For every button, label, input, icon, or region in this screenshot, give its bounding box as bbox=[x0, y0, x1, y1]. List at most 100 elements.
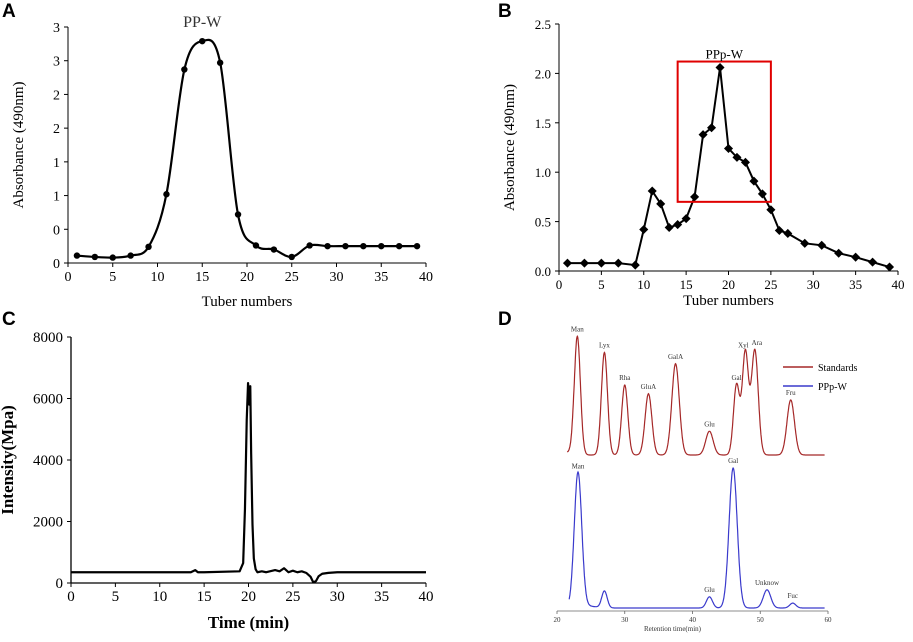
x-tick-label: 35 bbox=[374, 589, 389, 605]
x-tick-label: 30 bbox=[807, 277, 820, 292]
data-point bbox=[740, 157, 750, 167]
chart-panel-b: 0 5 10 15 20 25 30 35 40 0.0 0.5 1.0 1.5 2.0 2.5 Tuber … bbox=[502, 17, 905, 309]
data-point bbox=[413, 242, 421, 250]
y-tick-label: 1 bbox=[53, 190, 60, 205]
x-tick-label: 20 bbox=[240, 270, 254, 285]
x-tick-label: 40 bbox=[419, 589, 434, 605]
x-tick-label: 0 bbox=[556, 277, 563, 292]
peak-label: Fru bbox=[786, 389, 796, 397]
y-tick-label: 2 bbox=[53, 88, 60, 103]
peak-label: Man bbox=[572, 463, 585, 471]
x-tick-label: 10 bbox=[637, 277, 650, 292]
y-tick-label: 1.5 bbox=[535, 116, 551, 131]
peak-label: Gal bbox=[728, 457, 738, 465]
data-point bbox=[647, 186, 657, 196]
y-tick-label: 3 bbox=[53, 55, 60, 70]
y-tick-label: 1.0 bbox=[535, 165, 551, 180]
y-tick-label: 2 bbox=[53, 122, 60, 137]
x-tick-label: 40 bbox=[892, 277, 905, 292]
peak-annotation: PP-W bbox=[183, 14, 222, 31]
y-tick-label: 2.5 bbox=[535, 17, 551, 32]
data-point bbox=[613, 258, 623, 268]
y-tick-label: 2000 bbox=[33, 515, 63, 531]
data-point bbox=[884, 262, 895, 272]
y-axis-label: Absorbance (490nm) bbox=[11, 81, 27, 208]
data-point bbox=[91, 253, 99, 261]
chart-panel-d: 20 30 40 50 60 Retention time(min) Man Lyx Rha Gl… bbox=[554, 325, 858, 633]
peak-label: Fuc bbox=[788, 592, 799, 600]
x-tick-label: 30 bbox=[330, 270, 344, 285]
x-tick-label: 50 bbox=[757, 616, 765, 624]
peak-label: GluA bbox=[641, 383, 657, 391]
data-point bbox=[664, 223, 674, 233]
data-point bbox=[360, 242, 367, 250]
x-tick-label: 35 bbox=[374, 270, 388, 285]
y-axis-label: Intensity(Mpa) bbox=[0, 405, 17, 515]
x-tick-label: 20 bbox=[722, 277, 735, 292]
data-point bbox=[715, 62, 725, 72]
data-point bbox=[270, 246, 278, 253]
y-axis-label: Absorbance (490nm) bbox=[502, 84, 518, 211]
x-tick-label: 20 bbox=[241, 589, 256, 605]
panel-letter-b: B bbox=[498, 1, 512, 22]
data-point bbox=[378, 242, 385, 250]
x-tick-label: 30 bbox=[330, 589, 345, 605]
x-tick-label: 5 bbox=[112, 589, 120, 605]
standards-trace bbox=[566, 334, 825, 456]
data-point bbox=[395, 242, 403, 250]
x-tick-label: 15 bbox=[680, 277, 693, 292]
peak-label: Gal bbox=[731, 374, 741, 382]
x-tick-label: 35 bbox=[849, 277, 862, 292]
data-point bbox=[639, 224, 649, 235]
y-tick-label: 2.0 bbox=[535, 66, 551, 81]
legend-label-sample: PPp-W bbox=[818, 382, 847, 393]
x-axis-label: Tuber numbers bbox=[202, 294, 293, 310]
x-tick-label: 10 bbox=[152, 589, 167, 605]
data-point bbox=[181, 66, 188, 73]
data-point bbox=[596, 258, 606, 268]
box-annotation: PPp-W bbox=[705, 47, 743, 62]
y-tick-label: 8000 bbox=[33, 330, 63, 346]
data-point bbox=[732, 152, 742, 162]
data-point bbox=[766, 205, 776, 215]
data-point bbox=[199, 37, 206, 45]
x-tick-label: 60 bbox=[825, 616, 833, 624]
peak-label: Xyl bbox=[738, 342, 749, 350]
x-tick-label: 30 bbox=[621, 616, 629, 624]
x-tick-label: 5 bbox=[109, 270, 116, 285]
peak-label: Ara bbox=[752, 339, 763, 347]
data-point bbox=[834, 248, 844, 258]
data-point bbox=[324, 242, 331, 250]
data-point bbox=[234, 211, 242, 218]
sample-trace bbox=[568, 466, 825, 609]
data-point bbox=[288, 253, 295, 261]
peak-label: Glu bbox=[704, 586, 715, 594]
chromatogram-line bbox=[71, 382, 426, 584]
data-point bbox=[109, 254, 116, 261]
highlight-box bbox=[676, 60, 772, 203]
y-tick-label: 0.0 bbox=[535, 264, 551, 279]
peak-label: Glu bbox=[704, 420, 715, 428]
peak-label: Unknow bbox=[755, 579, 780, 587]
data-point bbox=[252, 242, 260, 249]
x-tick-label: 25 bbox=[285, 270, 299, 285]
x-tick-label: 25 bbox=[285, 589, 300, 605]
x-tick-label: 10 bbox=[151, 270, 165, 285]
peak-label: Rha bbox=[619, 374, 631, 382]
y-tick-label: 6000 bbox=[33, 392, 63, 408]
panel-letter-c: C bbox=[2, 309, 16, 330]
data-point bbox=[73, 252, 81, 259]
data-point bbox=[774, 225, 784, 236]
data-point bbox=[163, 191, 170, 198]
y-tick-label: 0 bbox=[56, 576, 64, 592]
panel-letter-d: D bbox=[498, 309, 512, 330]
y-tick-label: 0.5 bbox=[535, 215, 551, 230]
y-tick-label: 3 bbox=[53, 21, 60, 36]
panel-letter-a: A bbox=[2, 1, 16, 22]
x-tick-label: 0 bbox=[65, 270, 72, 285]
x-axis-label: Retention time(min) bbox=[644, 625, 702, 633]
peak-label: GalA bbox=[668, 353, 683, 361]
data-point bbox=[817, 240, 827, 250]
y-tick-label: 0 bbox=[53, 223, 60, 238]
